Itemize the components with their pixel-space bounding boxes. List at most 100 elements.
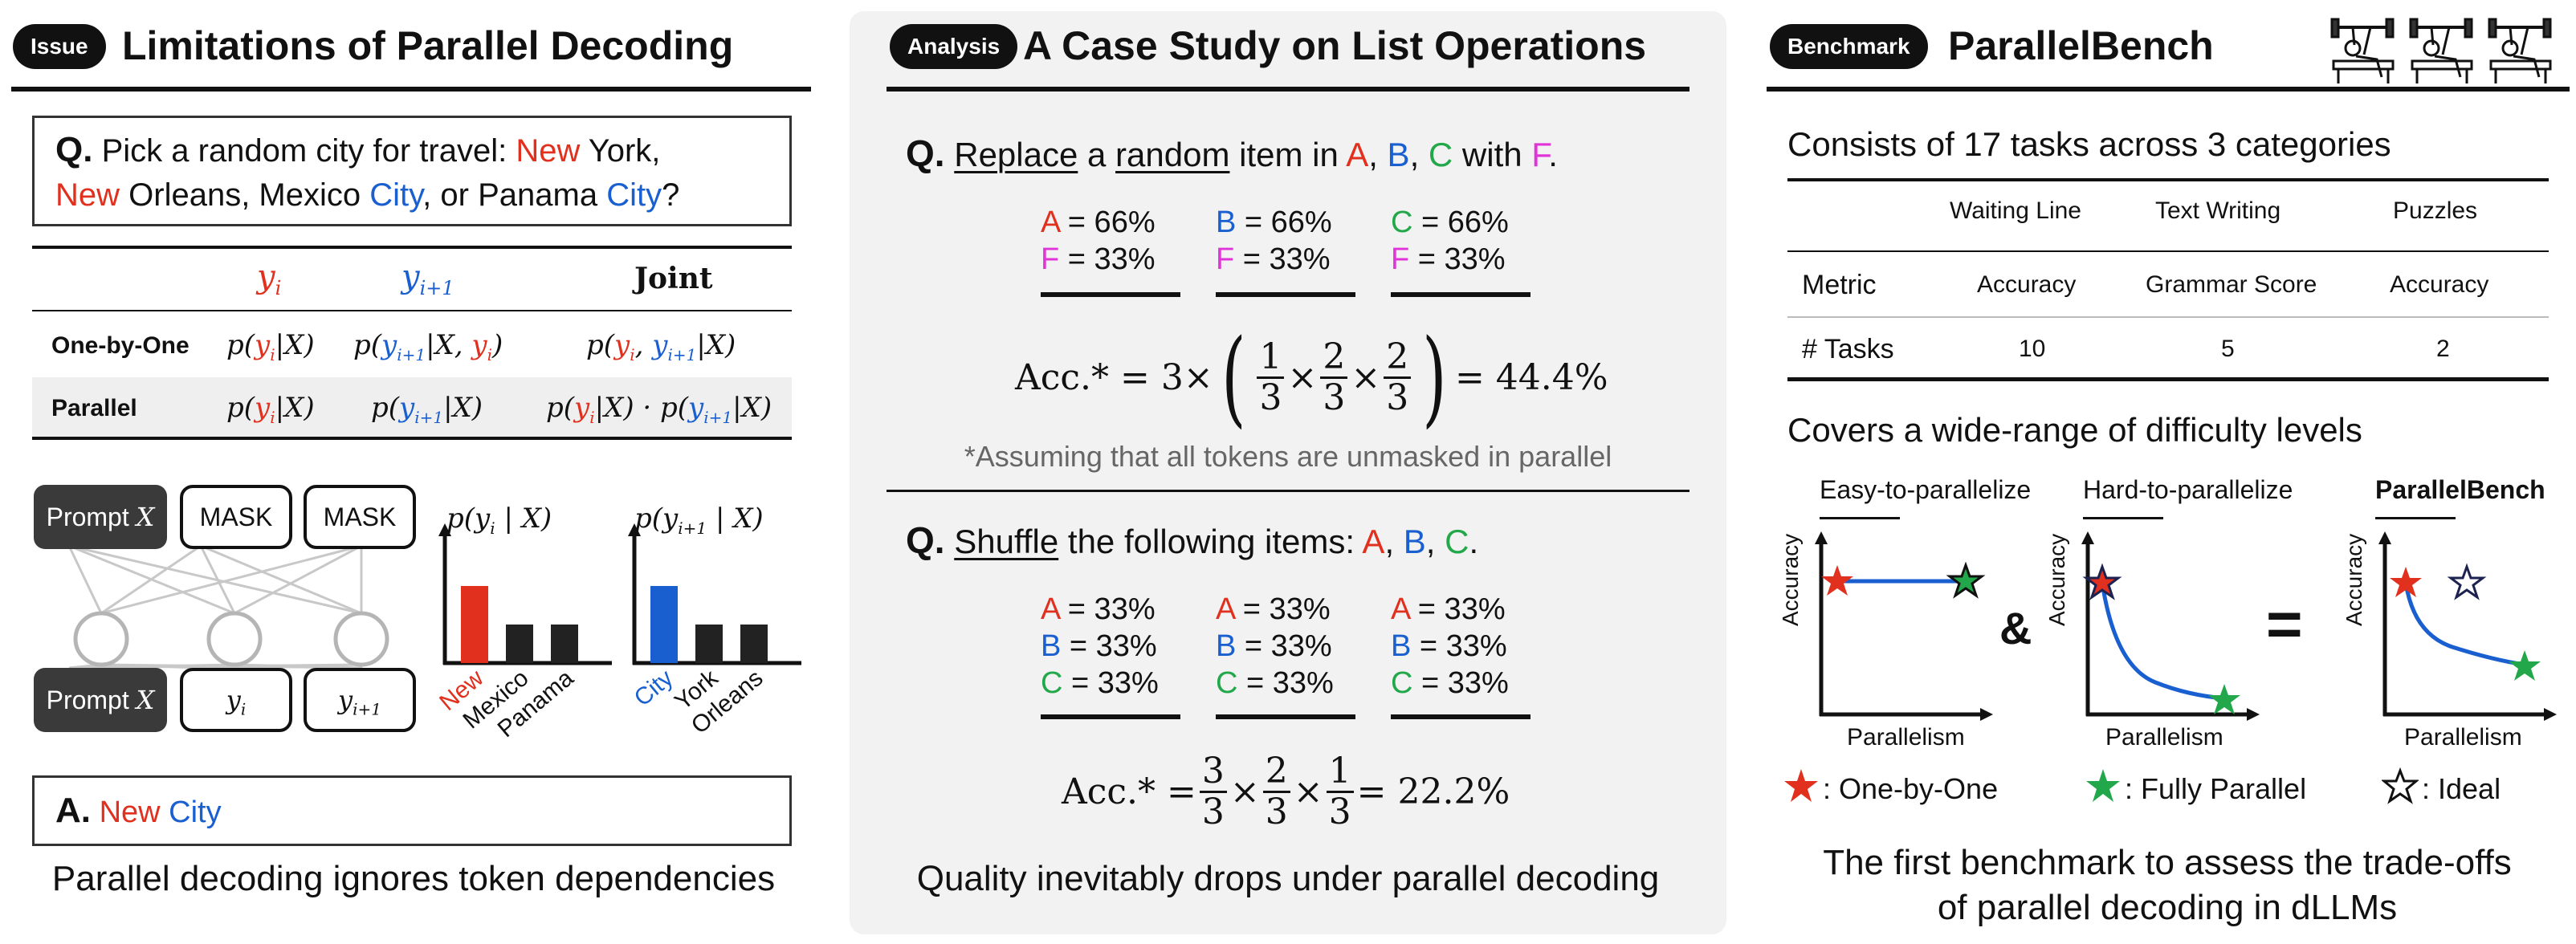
row-label-one-by-one: One-by-One (51, 332, 190, 359)
mask-node-1: MASK (180, 485, 292, 549)
bench-table-top-rule (1787, 178, 2549, 181)
panel2-title: A Case Study on List Operations (1023, 23, 1647, 68)
q2c1-a: A (1041, 592, 1060, 626)
q-orleans-mexico: Orleans, Mexico (120, 177, 370, 213)
legend-ideal-star-icon (2382, 767, 2419, 804)
q-end: ? (662, 177, 680, 213)
q1-label: Q. (906, 132, 945, 174)
plot2-star-fully-parallel (2208, 684, 2240, 714)
legend-fully-parallel: : Fully Parallel (2125, 772, 2307, 805)
times-d: × (1293, 771, 1323, 812)
plot2-star-ideal (2082, 563, 2122, 600)
formula1-lhs: Acc.* = 3× (1015, 356, 1213, 398)
plot3-star-fully-parallel (2509, 650, 2541, 681)
panel3-title-rule (1767, 87, 2570, 92)
times-a: × (1287, 356, 1318, 398)
weightlifter-icon-1 (2330, 18, 2395, 83)
weightlifter-icon-2 (2409, 18, 2473, 83)
q1-dot: . (1548, 136, 1558, 173)
ampersand: & (1999, 603, 2032, 653)
q2-c1: , (1384, 523, 1404, 560)
q-new-2: New (55, 177, 120, 213)
output-node-yi1: yi+1 (304, 668, 416, 732)
q-city-2: City (606, 177, 662, 213)
q1-a: a (1078, 136, 1116, 173)
q-new-1: New (516, 133, 581, 169)
q2c3-c: C (1391, 666, 1413, 700)
chart1-title: p(yi | X) (446, 503, 552, 538)
subtitle-difficulty: Covers a wide-range of difficulty levels (1787, 411, 2362, 449)
panel2-title-rule (887, 87, 1689, 92)
q1c3-top-letter: C (1391, 205, 1413, 239)
bench-metric-puzzles: Accuracy (2390, 271, 2489, 298)
q-or-panama: , or Panama (422, 177, 607, 213)
plot1-star-fully-parallel (1946, 561, 1986, 599)
q1-c2: , (1409, 136, 1429, 173)
q2c1-av: = 33% (1059, 592, 1156, 626)
q1-replace: Replace (954, 136, 1078, 173)
chart1-bar-new (461, 586, 488, 663)
panel3-title: ParallelBench (1948, 23, 2214, 68)
q2-B: B (1403, 523, 1426, 560)
q1c2-bot-letter: F (1216, 242, 1235, 276)
plot-hard (2081, 531, 2260, 721)
prompt-bottom-label: Prompt X (46, 685, 155, 715)
cell-par-yi: p(yi|X) (226, 392, 315, 427)
plot3-label-rule (2375, 517, 2456, 519)
bench-tasks-label: # Tasks (1802, 334, 1894, 364)
plot1-ylabel: Accuracy (1778, 533, 1803, 626)
q1-col-rule-2 (1216, 292, 1355, 297)
bench-metric-waiting: Accuracy (1977, 271, 2077, 298)
bench-tasks-text: 5 (2221, 336, 2235, 362)
chart2-bar-york (695, 625, 723, 663)
a-city: City (169, 795, 222, 829)
q1-A: A (1346, 136, 1369, 173)
formula1-result: = 44.4% (1454, 356, 1608, 398)
chart1-bar-panama (551, 625, 578, 663)
q1-col-3: C = 66% F = 33% (1391, 204, 1509, 278)
bench-table-bottom-rule (1787, 377, 2549, 381)
q1-with: with (1453, 136, 1532, 173)
panel2-caption: Quality inevitably drops under parallel … (916, 859, 1660, 898)
q1-F: F (1531, 136, 1549, 173)
q-text: Pick a random city for travel: (101, 133, 516, 169)
plot2-curve (2100, 582, 2225, 701)
a-new: New (99, 795, 161, 829)
q2c3-cv: = 33% (1412, 666, 1509, 700)
q2c3-b: B (1391, 629, 1412, 663)
plot1-xlabel: Parallelism (1847, 724, 1965, 751)
q1c1-top-val: = 66% (1059, 205, 1156, 239)
plot2-y-arrow (2081, 531, 2094, 544)
q1-text: Q. Replace a random item in A, B, C with… (906, 132, 1558, 175)
chart2-bar-city (650, 586, 678, 663)
q2c2-bv: = 33% (1236, 629, 1332, 663)
bench-tasks-waiting: 10 (2019, 336, 2046, 362)
bench-metric-label: Metric (1802, 270, 1877, 300)
q1c1-bot-letter: F (1041, 242, 1060, 276)
prompt-top-label: Prompt X (46, 502, 155, 532)
cell-one-yi1: p(yi+1|X, yi) (353, 329, 503, 364)
plot1-x-arrow (1980, 708, 1993, 721)
q1c3-bot-letter: F (1391, 242, 1410, 276)
chart2-title: p(yi+1 | X) (634, 503, 764, 538)
cell-one-yi: p(yi|X) (226, 329, 315, 364)
q2-col-3: A = 33% B = 33% C = 33% (1391, 591, 1509, 702)
q2c3-av: = 33% (1409, 592, 1506, 626)
plot3-curve (2403, 582, 2525, 667)
q2c1-cv: = 33% (1062, 666, 1159, 700)
q1-c1: , (1368, 136, 1388, 173)
q1c2-bot-val: = 33% (1234, 242, 1331, 276)
times-b: × (1351, 356, 1381, 398)
panel-limitations: Issue Limitations of Parallel Decoding Q… (0, 0, 827, 944)
plot3-ylabel: Accuracy (2342, 533, 2366, 626)
panel2-mid-rule (887, 490, 1689, 492)
weightlifter-icon-3 (2488, 18, 2552, 83)
q2-col-2: A = 33% B = 33% C = 33% (1216, 591, 1334, 702)
plot1-label: Easy-to-parallelize (1820, 475, 2032, 504)
weightlifter-icons (2330, 18, 2552, 83)
